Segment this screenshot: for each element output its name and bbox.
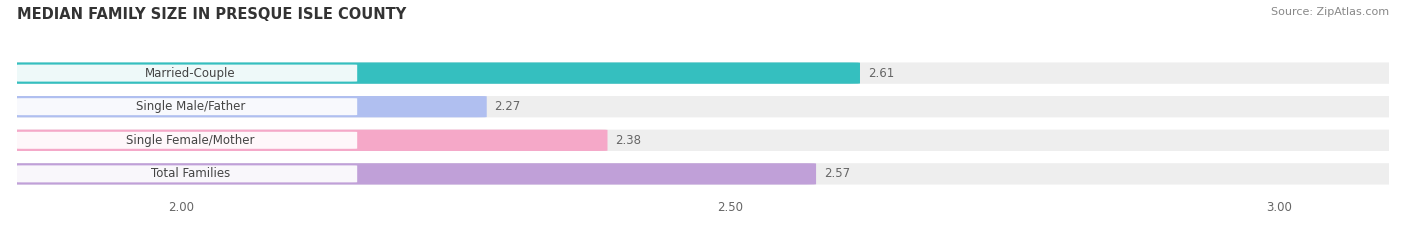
FancyBboxPatch shape — [8, 130, 607, 151]
FancyBboxPatch shape — [17, 98, 357, 115]
FancyBboxPatch shape — [17, 165, 357, 182]
Text: MEDIAN FAMILY SIZE IN PRESQUE ISLE COUNTY: MEDIAN FAMILY SIZE IN PRESQUE ISLE COUNT… — [17, 7, 406, 22]
Text: 2.61: 2.61 — [868, 67, 894, 80]
Text: Source: ZipAtlas.com: Source: ZipAtlas.com — [1271, 7, 1389, 17]
Text: Single Male/Father: Single Male/Father — [135, 100, 245, 113]
FancyBboxPatch shape — [8, 163, 815, 185]
FancyBboxPatch shape — [17, 65, 357, 82]
FancyBboxPatch shape — [8, 163, 1398, 185]
FancyBboxPatch shape — [8, 62, 860, 84]
FancyBboxPatch shape — [8, 130, 1398, 151]
Text: 2.27: 2.27 — [495, 100, 520, 113]
FancyBboxPatch shape — [17, 132, 357, 149]
Text: Married-Couple: Married-Couple — [145, 67, 236, 80]
FancyBboxPatch shape — [8, 96, 1398, 117]
Text: Total Families: Total Families — [150, 167, 231, 180]
Text: 2.38: 2.38 — [616, 134, 641, 147]
FancyBboxPatch shape — [8, 62, 1398, 84]
Text: 2.57: 2.57 — [824, 167, 849, 180]
FancyBboxPatch shape — [8, 96, 486, 117]
Text: Single Female/Mother: Single Female/Mother — [127, 134, 254, 147]
